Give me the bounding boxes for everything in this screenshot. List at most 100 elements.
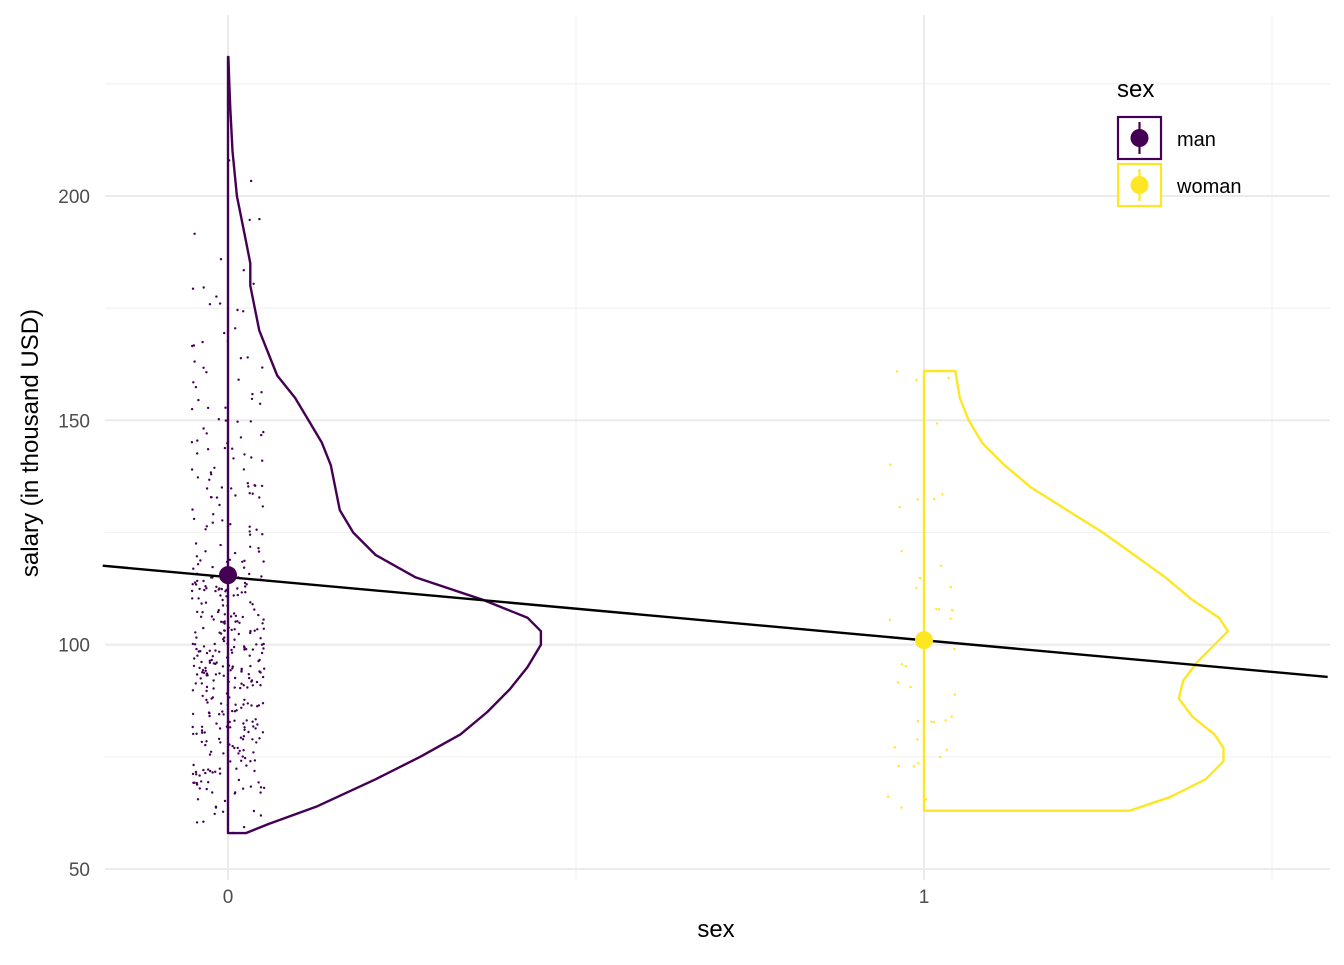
data-point-man [214,589,217,593]
data-point-man [200,731,204,734]
data-point-man [224,419,228,422]
data-point-man [242,722,245,725]
data-point-man [201,694,204,698]
data-point-man [239,686,242,690]
data-point-man [262,647,265,650]
data-point-man [204,666,207,670]
data-point-man [199,615,203,618]
data-point-man [191,508,194,511]
data-point-man [243,726,246,729]
data-point-man [249,629,252,633]
data-point-man [255,680,259,684]
data-point-man [229,669,232,672]
data-point-man [243,559,246,562]
data-point-man [192,381,195,384]
data-point-man [220,587,223,591]
data-point-man [247,730,250,734]
data-point-man [240,706,243,709]
data-point-man [229,726,232,729]
data-point-man [248,530,251,533]
data-point-man [211,565,214,569]
data-point-man [233,676,237,680]
data-point-woman [912,765,915,768]
data-point-man [252,809,256,813]
data-point-man [220,620,223,623]
data-point-man [228,720,231,724]
data-point-man [253,759,257,762]
data-point-man [205,587,208,590]
data-point-man [208,303,212,306]
data-point-man [202,427,205,430]
data-point-man [245,648,248,651]
data-point-man [200,740,203,744]
data-point-man [199,559,202,562]
data-point-man [211,655,214,658]
data-point-woman [886,795,890,798]
data-point-man [205,487,209,490]
data-point-man [207,768,210,771]
data-point-man [244,591,247,594]
data-point-man [205,698,208,702]
data-point-man [240,670,243,673]
data-point-man [249,601,252,604]
data-point-man [218,302,222,305]
data-point-man [232,594,235,597]
data-point-man [195,821,199,824]
data-point-man [215,585,218,588]
data-point-man [237,632,240,636]
data-point-man [236,308,239,312]
data-point-man [204,528,207,531]
data-point-man [190,589,194,593]
data-point-man [191,772,195,776]
data-point-man [218,672,221,675]
data-point-man [226,642,229,645]
data-point-man [261,675,265,679]
data-point-man [205,787,208,791]
data-point-man [235,767,238,770]
data-point-man [227,680,230,684]
data-point-man [192,517,196,521]
data-point-man [262,560,265,563]
data-point-man [233,686,236,689]
data-point-woman [953,647,956,651]
data-point-man [209,750,213,753]
data-point-man [254,727,257,730]
data-point-man [244,585,247,588]
data-point-woman [949,585,952,589]
data-point-man [236,620,239,623]
data-point-man [261,505,264,508]
data-point-man [226,604,229,607]
data-point-woman [916,498,919,501]
data-point-man [204,669,207,672]
data-point-man [206,701,209,704]
data-point-man [228,159,231,162]
data-point-man [225,560,229,564]
data-point-man [231,665,234,668]
data-point-man [229,615,233,618]
data-point-man [217,609,220,612]
data-point-woman [915,586,918,589]
y-tick-label: 50 [69,860,90,881]
data-point-man [200,725,204,728]
data-point-man [240,682,243,685]
data-point-man [242,735,246,738]
data-point-man [230,628,233,632]
data-point-man [253,769,256,773]
data-point-man [243,648,246,651]
data-point-man [261,459,264,462]
data-point-man [196,476,200,479]
data-point-man [232,612,236,615]
data-point-man [212,679,215,682]
data-point-man [256,723,259,726]
data-point-man [191,712,195,716]
data-point-man [194,631,197,634]
data-point-man [202,671,206,674]
data-point-man [249,664,252,668]
data-point-man [261,366,264,369]
data-point-man [223,636,226,639]
data-point-man [261,533,264,536]
data-point-man [227,626,230,629]
data-point-man [260,643,264,646]
data-point-man [216,610,220,614]
data-point-woman [917,762,920,765]
